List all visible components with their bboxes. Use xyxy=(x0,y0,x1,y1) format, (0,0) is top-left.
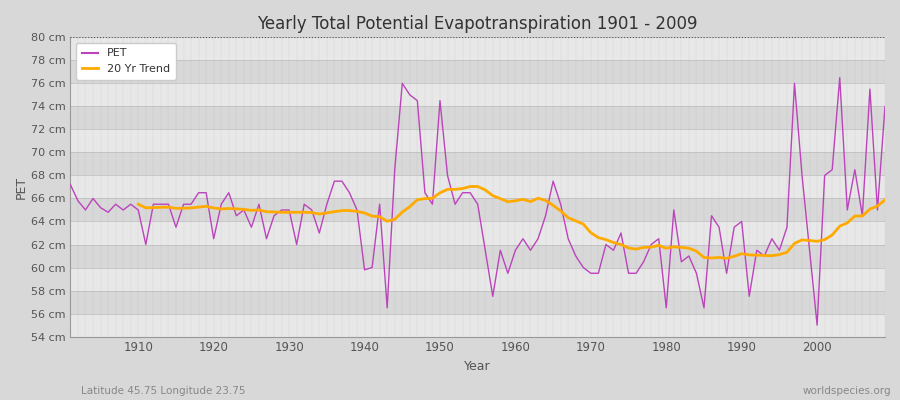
Legend: PET, 20 Yr Trend: PET, 20 Yr Trend xyxy=(76,43,176,80)
X-axis label: Year: Year xyxy=(464,360,491,373)
Bar xyxy=(70,268,885,290)
Bar xyxy=(70,222,885,244)
Bar xyxy=(70,106,885,130)
Bar xyxy=(70,83,885,106)
Bar xyxy=(70,176,885,198)
Bar xyxy=(70,198,885,222)
Bar xyxy=(70,37,885,60)
Text: Latitude 45.75 Longitude 23.75: Latitude 45.75 Longitude 23.75 xyxy=(81,386,246,396)
Bar xyxy=(70,244,885,268)
Title: Yearly Total Potential Evapotranspiration 1901 - 2009: Yearly Total Potential Evapotranspiratio… xyxy=(257,15,698,33)
Text: worldspecies.org: worldspecies.org xyxy=(803,386,891,396)
Bar xyxy=(70,290,885,314)
Y-axis label: PET: PET xyxy=(15,175,28,198)
Bar xyxy=(70,60,885,83)
Bar xyxy=(70,314,885,336)
Bar xyxy=(70,130,885,152)
Bar xyxy=(70,152,885,176)
